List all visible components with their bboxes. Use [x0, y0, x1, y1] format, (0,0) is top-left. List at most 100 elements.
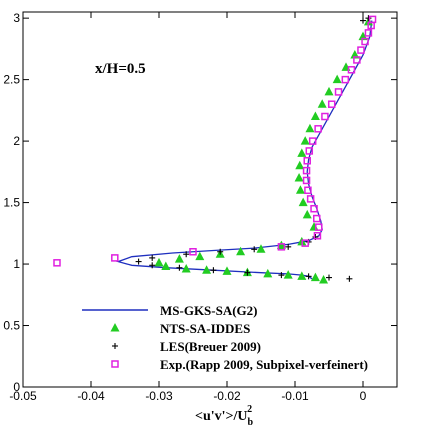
data-point-square [313, 214, 321, 223]
data-point-square [304, 186, 312, 195]
data-point-square [368, 15, 377, 24]
data-point-triangle [174, 254, 184, 263]
data-point-triangle [310, 272, 320, 282]
data-point-square [327, 100, 336, 108]
data-point-square [357, 46, 365, 54]
legend-label: LES(Breuer 2009) [160, 339, 261, 354]
data-point-cross [305, 273, 312, 280]
data-point-square [189, 248, 197, 256]
data-point-square [301, 239, 309, 247]
x-axis-label: <u'v'>/Ub 2 [195, 404, 254, 428]
series-layer [53, 15, 377, 284]
data-point-triangle [202, 265, 212, 274]
data-point-square [53, 259, 61, 267]
data-point-square [334, 88, 343, 96]
data-point-square [313, 232, 322, 240]
legend-label: Exp.(Rapp 2009, Subpixel-verfeinert) [160, 357, 368, 372]
data-point-square [364, 29, 373, 37]
x-tick-label: -0.02 [213, 389, 241, 403]
data-point-square [361, 37, 369, 46]
data-point-triangle [154, 257, 164, 267]
legend-label: NTS-SA-IDDES [160, 321, 250, 336]
data-point-square [314, 125, 322, 133]
x-axis-label-main: <u'v'>/U [195, 409, 248, 424]
data-point-square [277, 243, 286, 251]
x-axis-label-sub: b [248, 417, 254, 428]
data-point-triangle [317, 99, 327, 108]
y-tick-label: 1.5 [3, 196, 20, 210]
chart-annotation: x/H=0.5 [95, 61, 146, 77]
data-point-square [310, 204, 318, 213]
legend-marker-triangle [110, 323, 120, 332]
x-tick-label: 0 [360, 389, 367, 403]
data-point-cross [365, 15, 372, 22]
legend-marker-cross [112, 343, 118, 349]
y-tick-label: 0 [13, 380, 20, 394]
data-point-cross [326, 274, 332, 281]
data-point-triangle [222, 266, 232, 275]
data-point-cross [251, 246, 258, 253]
data-point-cross [285, 243, 292, 250]
x-tick-label: -0.03 [145, 389, 173, 403]
x-tick-label: -0.04 [77, 389, 105, 403]
data-point-square [308, 137, 317, 145]
data-point-triangle [295, 185, 305, 194]
data-point-cross [244, 269, 251, 276]
data-point-triangle [236, 246, 246, 256]
legend-marker-square [111, 360, 119, 368]
data-point-square [347, 66, 356, 74]
series-line-ms-gks [116, 20, 373, 280]
y-tick-label: 3 [13, 11, 20, 25]
data-point-triangle [302, 209, 312, 219]
y-tick-label: 2 [13, 134, 20, 148]
data-point-cross [135, 258, 142, 265]
data-point-cross [346, 275, 353, 282]
data-point-cross [149, 254, 156, 261]
data-point-cross [183, 251, 190, 258]
data-point-triangle [297, 148, 307, 157]
data-point-triangle [294, 172, 304, 182]
data-point-triangle [181, 263, 191, 273]
data-point-triangle [297, 271, 307, 280]
data-point-triangle [332, 74, 342, 84]
data-point-cross [210, 267, 217, 274]
plot-frame [22, 11, 398, 388]
data-point-square [111, 254, 119, 262]
data-point-triangle [298, 197, 308, 207]
data-point-triangle [263, 268, 273, 278]
data-point-square [306, 195, 315, 203]
data-point-square [302, 166, 311, 175]
data-point-square [302, 176, 311, 185]
axis-ticks: -0.05 -0.04 -0.03 -0.02 -0.01 0 0 0.5 1 1.5 2 2.5 3 [3, 11, 397, 403]
data-point-triangle [305, 123, 315, 133]
data-point-square [353, 56, 361, 64]
data-point-cross [360, 17, 366, 24]
data-point-cross [278, 272, 285, 279]
y-tick-label: 0.5 [3, 319, 20, 333]
data-point-cross [217, 248, 224, 255]
data-point-triangle [256, 244, 266, 253]
data-point-square [303, 157, 311, 165]
data-point-square [341, 75, 350, 84]
x-tick-label: -0.05 [9, 389, 37, 403]
data-point-cross [149, 262, 156, 269]
data-point-triangle [310, 111, 320, 121]
data-point-square [305, 147, 314, 155]
x-tick-label: -0.01 [281, 389, 309, 403]
data-point-triangle [195, 251, 205, 261]
data-point-triangle [300, 136, 310, 145]
data-point-square [315, 223, 323, 231]
data-point-triangle [324, 86, 334, 96]
data-point-triangle [161, 261, 171, 271]
data-point-triangle [295, 160, 305, 170]
y-tick-label: 1 [13, 257, 20, 271]
legend: MS-GKS-SA(G2) NTS-SA-IDDES LES(Breuer 2009… [82, 303, 368, 372]
legend-label: MS-GKS-SA(G2) [160, 303, 258, 318]
data-point-triangle [283, 270, 293, 279]
data-point-cross [176, 264, 183, 271]
data-point-square [321, 112, 329, 121]
data-point-triangle [319, 275, 329, 284]
x-axis-label-sup: 2 [247, 404, 252, 415]
y-tick-label: 2.5 [3, 73, 20, 87]
